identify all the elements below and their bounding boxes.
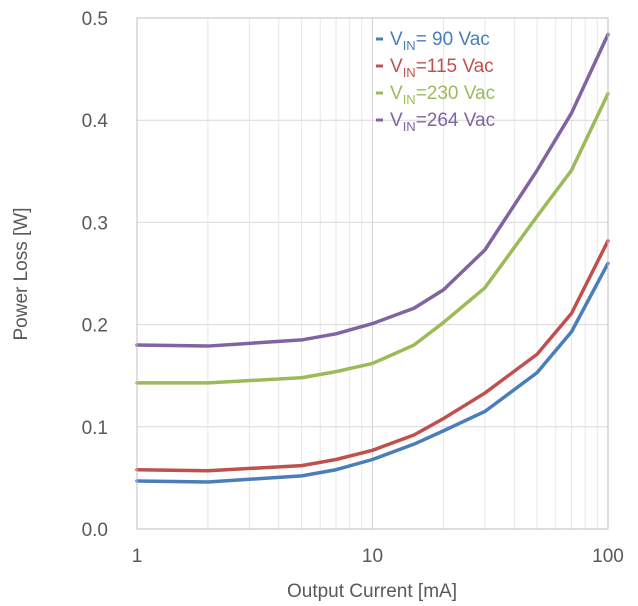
x-tick-label: 1 <box>132 546 143 567</box>
legend-item-2: VIN=115 Vac <box>376 56 494 80</box>
series-line-4 <box>135 32 610 348</box>
legend-label: VIN= 90 Vac <box>390 29 490 53</box>
legend-label: VIN=115 Vac <box>390 56 494 80</box>
x-tick-label: 100 <box>592 546 624 567</box>
plot-border <box>136 17 609 530</box>
legend-item-1: VIN= 90 Vac <box>376 29 490 53</box>
y-tick-label: 0.3 <box>82 213 108 234</box>
legend-item-3: VIN=230 Vac <box>376 83 495 107</box>
y-tick-label: 0.5 <box>82 9 108 30</box>
series-line-1 <box>135 261 610 484</box>
series-lines <box>135 32 610 484</box>
grid-lines <box>136 17 609 530</box>
legend-label: VIN=230 Vac <box>390 83 495 107</box>
x-tick-label: 10 <box>362 546 383 567</box>
x-axis-title: Output Current [mA] <box>287 581 457 602</box>
series-line-2 <box>135 239 610 473</box>
series-line-3 <box>135 91 610 385</box>
y-tick-label: 0.2 <box>82 316 108 337</box>
y-tick-label: 0.0 <box>82 520 108 541</box>
y-axis-title: Power Loss [W] <box>11 207 32 340</box>
plot-frame <box>136 17 609 530</box>
tick-labels: 0.0 0.1 0.2 0.3 0.4 0.5 1 10 100 <box>82 9 624 567</box>
legend: VIN= 90 Vac VIN=115 Vac VIN=230 Vac VIN=264… <box>376 29 495 134</box>
legend-label: VIN=264 Vac <box>390 110 495 134</box>
legend-item-4: VIN=264 Vac <box>376 110 495 134</box>
y-tick-label: 0.1 <box>82 418 108 439</box>
y-tick-label: 0.4 <box>82 111 109 132</box>
